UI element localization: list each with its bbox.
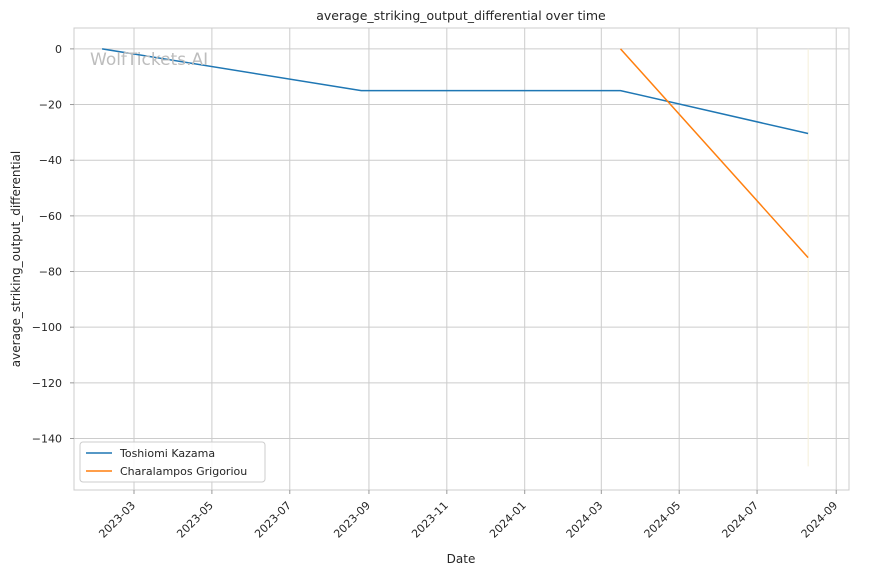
x-tick-label: 2023-03: [96, 499, 138, 541]
x-axis: 2023-03 2023-05 2023-07 2023-09 2023-11 2024-…: [96, 490, 840, 541]
watermark: WolfTickets.AI: [90, 50, 208, 70]
x-tick-label: 2023-11: [409, 499, 451, 541]
y-tick-label: −100: [32, 321, 62, 334]
y-tick-label: −40: [39, 154, 62, 167]
chart-title: average_striking_output_differential ove…: [316, 8, 606, 23]
x-tick-label: 2024-05: [642, 499, 684, 541]
grid-lines: [74, 28, 849, 490]
legend-box: [79, 441, 266, 483]
x-tick-label: 2024-01: [487, 499, 529, 541]
y-tick-label: −60: [39, 210, 62, 223]
x-tick-label: 2024-03: [564, 499, 606, 541]
y-tick-label: −80: [39, 266, 62, 279]
y-tick-label: 0: [55, 43, 62, 56]
y-tick-label: −140: [32, 433, 62, 446]
y-axis: 0 −20 −40 −60 −80 −100 −120 −140: [32, 43, 74, 446]
x-tick-label: 2024-07: [719, 499, 761, 541]
legend-label-1: Toshiomi Kazama: [119, 447, 215, 460]
legend-label-2: Charalampos Grigoriou: [120, 465, 247, 478]
x-tick-label: 2023-09: [331, 499, 373, 541]
x-tick-label: 2023-07: [252, 499, 294, 541]
plot-area: 2023-03 2023-05 2023-07 2023-09 2023-11 2024-…: [32, 27, 850, 541]
series-line-1: [101, 48, 809, 135]
x-tick-label: 2024-09: [799, 499, 841, 541]
plot-frame: [73, 27, 850, 491]
series-layer: [101, 48, 809, 467]
x-tick-label: 2023-05: [174, 499, 216, 541]
series-line-2: [619, 48, 809, 259]
y-tick-label: −20: [39, 99, 62, 112]
y-tick-label: −120: [32, 377, 62, 390]
legend: Toshiomi Kazama Charalampos Grigoriou: [79, 441, 266, 483]
y-axis-label: average_striking_output_differential: [9, 151, 23, 367]
x-axis-label: Date: [447, 552, 476, 566]
